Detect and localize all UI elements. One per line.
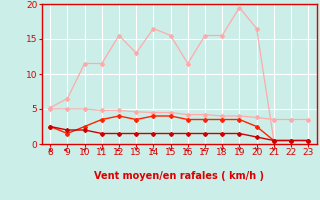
X-axis label: Vent moyen/en rafales ( km/h ): Vent moyen/en rafales ( km/h ) — [94, 171, 264, 181]
